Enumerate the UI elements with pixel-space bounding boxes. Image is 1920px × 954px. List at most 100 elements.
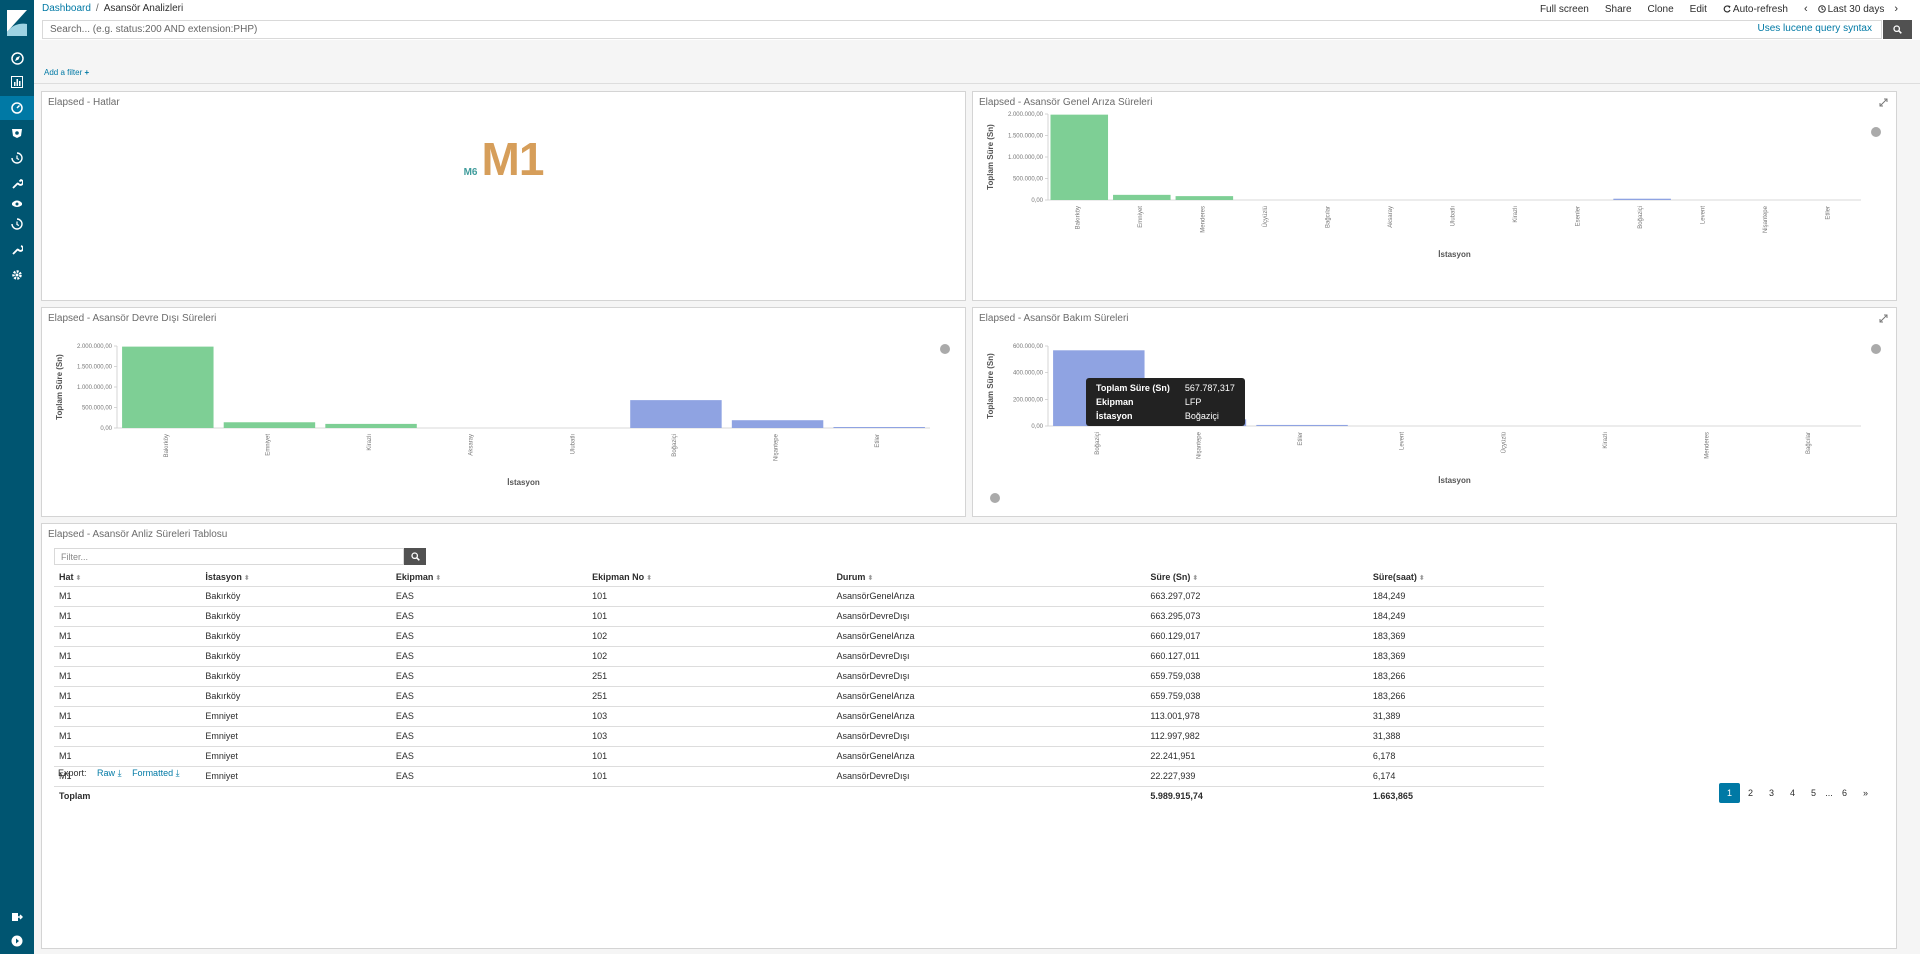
panel-tablo: Elapsed - Asansör Anliz Süreleri Tablosu… (41, 523, 1897, 949)
timelion-icon[interactable] (0, 146, 34, 170)
clone-button[interactable]: Clone (1647, 3, 1674, 15)
edit-button[interactable]: Edit (1689, 3, 1707, 15)
table-filter-input[interactable] (54, 548, 404, 565)
tag-m1[interactable]: M1 (481, 133, 545, 185)
data-table: Hat ⬍ İstasyon ⬍ Ekipman ⬍ Ekipman No ⬍ Duru… (54, 569, 1544, 806)
export-formatted-link[interactable]: Formatted ⤓ (132, 768, 180, 778)
bar (325, 423, 417, 428)
cell-ekipman-no: 103 (587, 726, 832, 747)
pagination-ellipsis: ... (1825, 788, 1833, 798)
x-tick-label: Ulubatlı (570, 434, 576, 455)
expand-icon[interactable] (1879, 98, 1888, 107)
time-forward-button[interactable]: › (1894, 3, 1898, 15)
table-filter-button[interactable] (404, 548, 426, 565)
panel-title: Elapsed - Asansör Genel Arıza Süreleri (979, 97, 1153, 108)
kibana-logo[interactable] (7, 10, 27, 36)
breadcrumb-dashboard-link[interactable]: Dashboard (42, 3, 91, 14)
x-tick-label: Bakırköy (164, 434, 170, 457)
x-tick-label: Aksaray (1388, 206, 1394, 228)
x-axis-title: İstasyon (1438, 476, 1471, 485)
tooltip-key: Toplam Süre (Sn) (1096, 383, 1170, 393)
page-button[interactable]: 2 (1747, 788, 1753, 798)
cell-istasyon: Emniyet (200, 766, 391, 787)
column-header-sure-saat[interactable]: Süre(saat) ⬍ (1367, 569, 1544, 587)
cell-hat: M1 (54, 606, 201, 627)
column-header-hat[interactable]: Hat ⬍ (54, 569, 201, 587)
x-tick-label: Etiler (1298, 432, 1304, 446)
monitoring-icon[interactable] (0, 192, 34, 216)
legend-toggle-icon[interactable] (990, 493, 1000, 503)
collapse-icon[interactable] (0, 929, 34, 953)
table-body: M1 Bakırköy EAS 101 AsansörGenelArıza 663.297… (54, 586, 1544, 787)
page-button[interactable]: 1 (1719, 783, 1740, 803)
x-tick-label: Esenler (1576, 206, 1582, 226)
dashboard-icon[interactable] (0, 96, 34, 120)
panel-title: Elapsed - Asansör Anliz Süreleri Tablosu (48, 529, 228, 540)
time-picker-button[interactable]: Last 30 days (1817, 4, 1884, 15)
share-button[interactable]: Share (1604, 3, 1632, 15)
page-button[interactable]: 3 (1768, 788, 1774, 798)
column-header-label: Ekipman No (592, 572, 645, 583)
table-row: M1 Bakırköy EAS 101 AsansörDevreDışı 663.295,… (54, 606, 1544, 627)
column-header-ekipman-no[interactable]: Ekipman No ⬍ (587, 569, 832, 587)
cell-sure-saat: 183,369 (1367, 646, 1544, 667)
next-page-button[interactable]: » (1862, 788, 1868, 798)
sort-icon: ⬍ (646, 575, 653, 583)
x-tick-label: Kirazlı (1603, 432, 1609, 449)
fullscreen-button[interactable]: Full screen (1539, 3, 1589, 15)
chart-tooltip: Toplam Süre (Sn) 567.787,317 Ekipman LFP İ… (1086, 378, 1245, 426)
cell-sure-saat: 184,249 (1367, 606, 1544, 627)
y-axis-title: Toplam Süre (Sn) (986, 353, 995, 419)
page-button[interactable]: 6 (1841, 788, 1847, 798)
column-header-istasyon[interactable]: İstasyon ⬍ (200, 569, 391, 587)
y-tick-label: 1.500.000,00 (77, 365, 113, 371)
export-row: Export: Raw ⤓ Formatted ⤓ (58, 768, 180, 779)
cell-sure-saat: 31,389 (1367, 706, 1544, 727)
total-sure-sn: 5.989.915,74 (1150, 791, 1203, 802)
settings-icon[interactable] (0, 263, 34, 287)
visualize-icon[interactable] (0, 70, 34, 94)
legend-toggle-icon[interactable] (1871, 344, 1881, 354)
auto-refresh-button[interactable]: Auto-refresh (1723, 4, 1788, 15)
breadcrumb-separator: / (95, 3, 99, 14)
column-header-ekipman[interactable]: Ekipman ⬍ (390, 569, 588, 587)
x-tick-label: Aksaray (469, 434, 475, 456)
column-header-sure-sn[interactable]: Süre (Sn) ⬍ (1145, 569, 1368, 587)
table-row: M1 Bakırköy EAS 101 AsansörGenelArıza 663.297… (54, 586, 1544, 607)
ml-icon[interactable] (0, 121, 34, 145)
expand-icon[interactable] (1879, 314, 1888, 323)
legend-toggle-icon[interactable] (940, 344, 950, 354)
cell-hat: M1 (54, 666, 201, 687)
discover-icon[interactable] (0, 46, 34, 70)
add-filter-button[interactable]: Add a filter + (44, 68, 89, 77)
cell-durum: AsansörGenelArıza (831, 586, 1146, 607)
y-tick-label: 200.000,00 (1013, 397, 1044, 403)
search-input[interactable] (42, 20, 1882, 39)
column-header-durum[interactable]: Durum ⬍ (831, 569, 1146, 587)
wrench-icon[interactable] (0, 238, 34, 262)
column-header-label: Durum (836, 572, 866, 583)
x-tick-label: Üçyüzlü (1500, 432, 1507, 453)
bar (122, 346, 214, 428)
cell-durum: AsansörDevreDışı (831, 666, 1146, 687)
cell-ekipman-no: 102 (587, 626, 832, 647)
search-button[interactable] (1883, 20, 1912, 39)
export-raw-link[interactable]: Raw ⤓ (97, 768, 122, 778)
logout-icon[interactable] (0, 905, 34, 929)
cell-hat: M1 (54, 746, 201, 767)
page-button[interactable]: 4 (1789, 788, 1795, 798)
page-button[interactable]: 5 (1810, 788, 1816, 798)
cell-ekipman-no: 102 (587, 646, 832, 667)
cell-sure-sn: 659.759,038 (1145, 666, 1368, 687)
legend-toggle-icon[interactable] (1871, 127, 1881, 137)
column-header-label: Hat (59, 572, 74, 583)
devtools-icon[interactable] (0, 172, 34, 196)
lucene-syntax-link[interactable]: Uses lucene query syntax (1757, 23, 1872, 34)
tag-m6[interactable]: M6 (463, 167, 478, 178)
x-tick-label: Levent (1400, 432, 1406, 450)
y-tick-label: 0,00 (1031, 198, 1043, 204)
total-label: Toplam (59, 791, 91, 802)
apm-icon[interactable] (0, 212, 34, 236)
panel-genel-ariza: Elapsed - Asansör Genel Arıza Süreleri 0… (972, 91, 1897, 301)
time-back-button[interactable]: ‹ (1803, 3, 1808, 15)
